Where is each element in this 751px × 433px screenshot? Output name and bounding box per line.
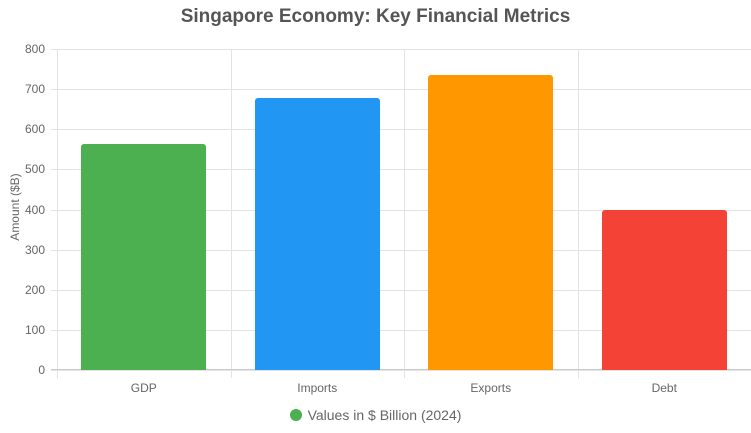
y-tick-label: 500 bbox=[24, 162, 45, 177]
y-tick-label: 400 bbox=[24, 202, 45, 217]
bar-exports[interactable] bbox=[428, 74, 554, 370]
y-tick-label: 600 bbox=[24, 122, 45, 137]
gridline bbox=[51, 370, 751, 371]
bar-imports[interactable] bbox=[254, 97, 380, 370]
gridline bbox=[577, 49, 579, 378]
x-tick-label: Imports bbox=[297, 381, 338, 395]
gridline bbox=[51, 249, 751, 251]
legend[interactable]: Values in $ Billion (2024) bbox=[0, 407, 751, 423]
bar-gdp[interactable] bbox=[81, 143, 207, 370]
legend-label: Values in $ Billion (2024) bbox=[307, 407, 462, 423]
y-tick-label: 300 bbox=[24, 242, 45, 257]
x-tick-label: Exports bbox=[470, 381, 512, 395]
y-tick-label: 200 bbox=[24, 282, 45, 297]
gridline bbox=[51, 329, 751, 331]
y-tick-label: 800 bbox=[24, 42, 45, 56]
gridline bbox=[230, 49, 232, 378]
x-tick-label: GDP bbox=[130, 381, 157, 395]
gridline bbox=[51, 129, 751, 131]
y-tick-label: 100 bbox=[24, 322, 45, 337]
chart-title: Singapore Economy: Key Financial Metrics bbox=[180, 6, 571, 27]
plot-area: 0 100 200 300 400 500 600 700 800 GDP Imports Expor… bbox=[25, 42, 751, 395]
gridline bbox=[51, 89, 751, 91]
x-axis-line bbox=[51, 369, 751, 370]
x-tick-label: Debt bbox=[651, 381, 677, 395]
gridline bbox=[404, 49, 405, 378]
gridline bbox=[51, 289, 751, 291]
y-tick-label: 0 bbox=[38, 363, 45, 377]
bar-debt[interactable] bbox=[601, 209, 727, 370]
y-tick-label: 700 bbox=[24, 82, 45, 97]
gridline bbox=[51, 169, 751, 171]
gridline bbox=[57, 49, 58, 378]
gridline bbox=[51, 209, 751, 211]
gridline bbox=[51, 49, 751, 50]
legend-marker-icon bbox=[289, 409, 302, 421]
